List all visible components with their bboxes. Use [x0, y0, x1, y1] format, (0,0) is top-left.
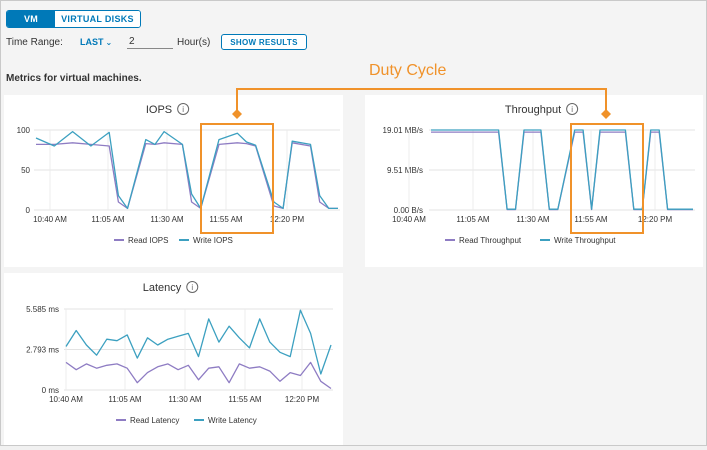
x-tick-label: 11:05 AM: [108, 395, 142, 404]
latency-series-write-latency: [65, 309, 332, 375]
iops-chart: IOPS i 0 50 100 10:40 AM 11:05 AM 11:30 AM 11:55…: [17, 103, 340, 245]
x-tick-label: 11:55 AM: [228, 395, 262, 404]
latency-card: Latency i 0 ms 2.793 ms 5.585 ms 10:40 AM 11:0…: [4, 273, 343, 445]
iops-series-read-iops: [36, 142, 338, 210]
throughput-chart-title: Throughput: [505, 104, 561, 116]
y-tick-label: 9.51 MB/s: [387, 166, 423, 175]
throughput-chart: Throughput i 0.00 B/s 9.51 MB/s 19.01 MB/s 10…: [383, 103, 695, 245]
y-tick-label: 5.585 ms: [26, 305, 59, 314]
iops-card: IOPS i 0 50 100 10:40 AM 11:05 AM 11:30 AM 11:55…: [4, 95, 343, 267]
svg-text:i: i: [182, 105, 184, 114]
x-tick-label: 11:30 AM: [168, 395, 202, 404]
show-results-button[interactable]: SHOW RESULTS: [221, 34, 307, 50]
legend-label: Write IOPS: [193, 236, 233, 245]
x-tick-label: 11:05 AM: [456, 215, 490, 224]
y-tick-label: 19.01 MB/s: [383, 126, 423, 135]
iops-chart-title: IOPS: [146, 104, 172, 116]
legend-label: Write Latency: [208, 416, 257, 425]
chevron-down-icon: ⌄: [105, 38, 113, 47]
x-tick-label: 11:30 AM: [150, 215, 184, 224]
vm-tab[interactable]: VM: [7, 11, 55, 27]
legend-label: Read Latency: [130, 416, 179, 425]
y-tick-label: 100: [17, 126, 31, 135]
legend-label: Read Throughput: [459, 236, 522, 245]
info-icon[interactable]: i: [177, 103, 190, 115]
legend-label: Write Throughput: [554, 236, 616, 245]
time-range-select[interactable]: LAST ⌄: [80, 37, 112, 47]
x-tick-label: 10:40 AM: [392, 215, 426, 224]
throughput-card: Throughput i 0.00 B/s 9.51 MB/s 19.01 MB/s 10…: [365, 95, 703, 267]
x-tick-label: 11:30 AM: [516, 215, 550, 224]
iops-series-write-iops: [35, 130, 338, 210]
x-tick-label: 12:20 PM: [638, 215, 673, 224]
latency-series-read-latency: [65, 361, 332, 390]
svg-text:i: i: [191, 283, 193, 292]
info-icon[interactable]: i: [186, 281, 199, 293]
time-range-label: Time Range:: [6, 37, 63, 48]
y-tick-label: 0.00 B/s: [394, 206, 423, 215]
x-tick-label: 11:55 AM: [574, 215, 608, 224]
svg-text:i: i: [571, 105, 573, 114]
y-tick-label: 0: [26, 206, 31, 215]
x-tick-label: 12:20 PM: [285, 395, 320, 404]
x-tick-label: 12:20 PM: [270, 215, 305, 224]
view-toggle: VM VIRTUAL DISKS: [6, 10, 141, 28]
virtual-disks-tab[interactable]: VIRTUAL DISKS: [55, 11, 140, 27]
x-tick-label: 11:05 AM: [91, 215, 125, 224]
info-icon[interactable]: i: [566, 103, 579, 115]
time-range-selected: LAST: [80, 37, 104, 47]
x-tick-label: 11:55 AM: [209, 215, 243, 224]
y-tick-label: 2.793 ms: [26, 346, 59, 355]
metrics-heading: Metrics for virtual machines.: [6, 73, 142, 84]
duty-cycle-label: Duty Cycle: [369, 62, 447, 79]
latency-chart-title: Latency: [143, 282, 182, 294]
time-range-unit: Hour(s): [177, 37, 211, 48]
latency-chart: Latency i 0 ms 2.793 ms 5.585 ms 10:40 AM 11:0…: [26, 281, 333, 425]
y-tick-label: 50: [21, 166, 30, 175]
x-tick-label: 10:40 AM: [49, 395, 83, 404]
x-tick-label: 10:40 AM: [33, 215, 67, 224]
throughput-series-read-throughput: [431, 131, 693, 211]
time-range-input[interactable]: [127, 34, 173, 49]
y-tick-label: 0 ms: [42, 386, 59, 395]
legend-label: Read IOPS: [128, 236, 168, 245]
